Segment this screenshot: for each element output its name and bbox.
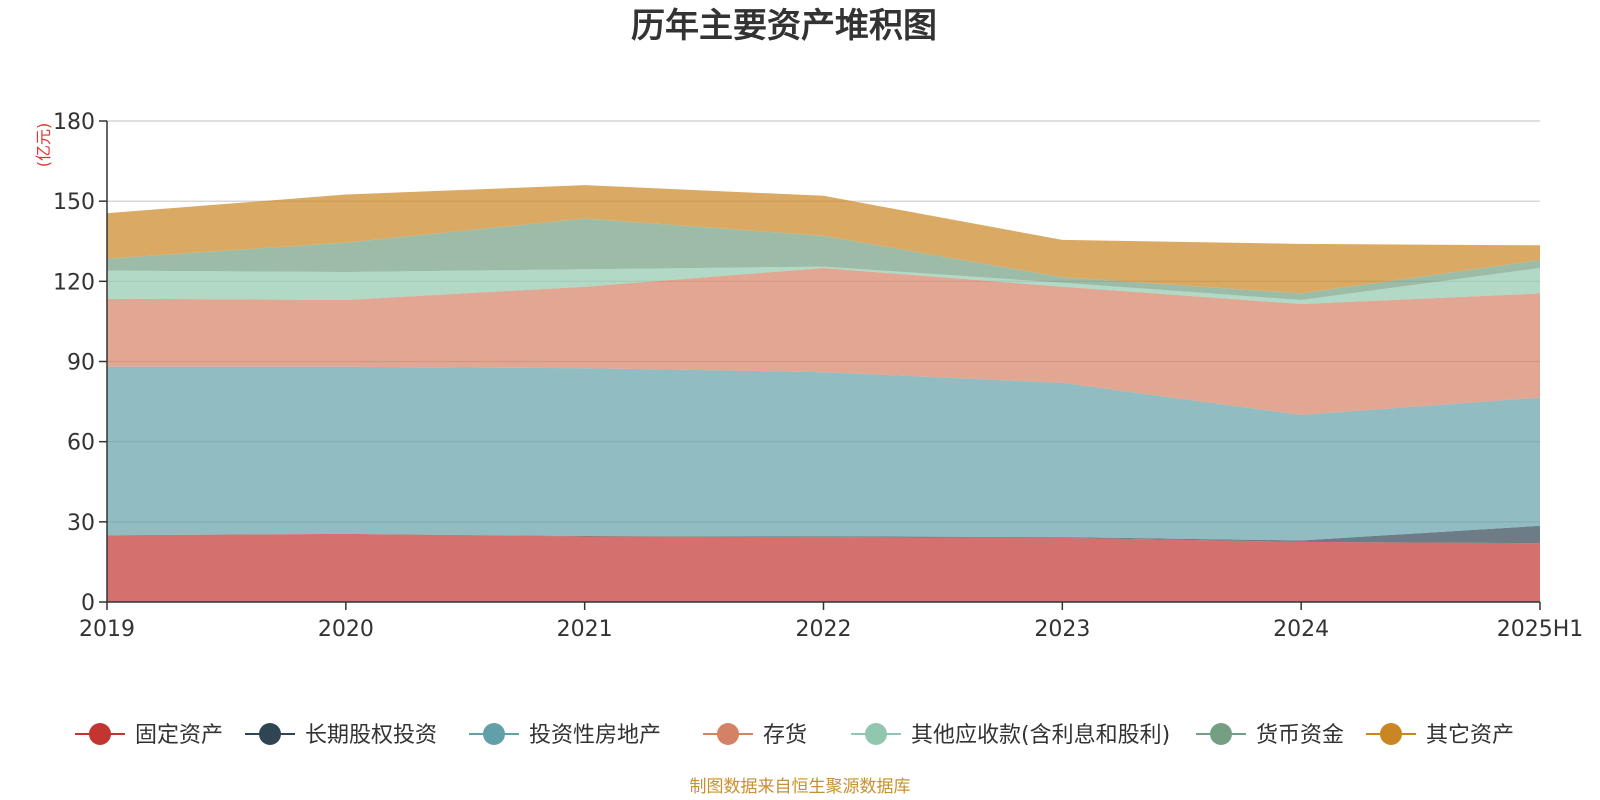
legend[interactable]: 固定资产 长期股权投资 投资性房地产 存货 其他应收款(含利息和股利) 货币资金 其它资产 <box>75 723 1514 748</box>
y-axis-ticks: 0 30 60 90 120 150 180 <box>53 110 107 616</box>
data-source-note: 制图数据来自恒生聚源数据库 <box>690 777 911 797</box>
area-series-5[interactable] <box>107 266 1540 304</box>
area-series-6[interactable] <box>107 218 1540 301</box>
legend-label: 存货 <box>763 723 807 748</box>
area-series-1[interactable] <box>107 533 1540 602</box>
area-series-2[interactable] <box>107 525 1540 544</box>
area-series-3[interactable] <box>107 366 1540 541</box>
y-tick-label: 0 <box>81 591 95 616</box>
x-tick-label: 2025H1 <box>1497 617 1584 642</box>
legend-item-4[interactable]: 存货 <box>703 723 807 748</box>
x-tick-label: 2022 <box>796 617 852 642</box>
legend-item-7[interactable]: 其它资产 <box>1366 723 1514 748</box>
legend-marker <box>259 723 281 745</box>
legend-marker <box>483 723 505 745</box>
chart-title: 历年主要资产堆积图 <box>631 6 937 46</box>
x-axis-ticks: 2019 2020 2021 2022 2023 2024 2025H1 <box>79 602 1583 642</box>
x-tick-label: 2023 <box>1034 617 1090 642</box>
legend-item-5[interactable]: 其他应收款(含利息和股利) <box>851 723 1170 748</box>
legend-item-6[interactable]: 货币资金 <box>1196 723 1344 748</box>
x-tick-label: 2019 <box>79 617 135 642</box>
area-series <box>107 185 1540 602</box>
legend-label: 其他应收款(含利息和股利) <box>911 723 1170 748</box>
legend-marker <box>865 723 887 745</box>
legend-marker <box>89 723 111 745</box>
y-tick-label: 30 <box>67 511 95 536</box>
y-tick-label: 90 <box>67 351 95 376</box>
legend-label: 货币资金 <box>1256 723 1344 748</box>
y-tick-label: 180 <box>53 110 95 135</box>
y-tick-label: 150 <box>53 190 95 215</box>
x-tick-label: 2021 <box>557 617 613 642</box>
legend-item-3[interactable]: 投资性房地产 <box>469 723 661 748</box>
x-tick-label: 2020 <box>318 617 374 642</box>
legend-marker <box>1380 723 1402 745</box>
legend-item-2[interactable]: 长期股权投资 <box>245 723 437 748</box>
area-series-7[interactable] <box>107 185 1540 294</box>
legend-label: 固定资产 <box>135 723 223 748</box>
legend-marker <box>717 723 739 745</box>
legend-label: 长期股权投资 <box>305 723 437 748</box>
y-axis-unit: (亿元) <box>34 123 53 168</box>
legend-item-1[interactable]: 固定资产 <box>75 723 223 748</box>
legend-marker <box>1210 723 1232 745</box>
y-tick-label: 60 <box>67 431 95 456</box>
legend-label: 投资性房地产 <box>529 723 661 748</box>
y-tick-label: 120 <box>53 270 95 295</box>
legend-label: 其它资产 <box>1426 723 1514 748</box>
area-series-4[interactable] <box>107 268 1540 415</box>
x-tick-label: 2024 <box>1273 617 1329 642</box>
